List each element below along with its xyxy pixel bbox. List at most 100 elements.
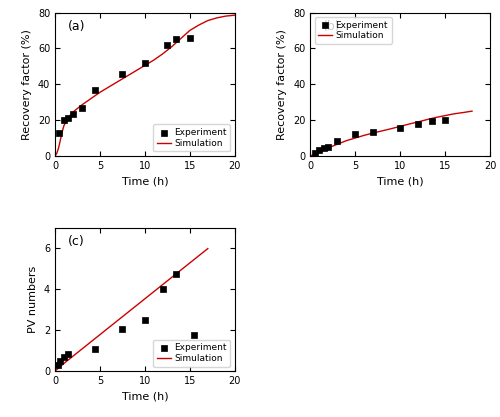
Simulation [151, 58, 157, 63]
Simulation [115, 79, 121, 84]
Experiment [414, 121, 422, 127]
Legend: Experiment, Simulation: Experiment, Simulation [315, 17, 392, 44]
Experiment [64, 350, 72, 357]
Experiment [186, 34, 194, 41]
Simulation [169, 44, 175, 49]
Simulation [334, 142, 340, 147]
Experiment [190, 332, 198, 339]
Y-axis label: Recovery factor (%): Recovery factor (%) [278, 29, 287, 140]
Simulation [379, 128, 385, 133]
Experiment [428, 118, 436, 124]
Simulation [178, 36, 184, 41]
Simulation [151, 289, 157, 294]
Simulation [142, 296, 148, 301]
Experiment [141, 59, 149, 66]
Simulation [312, 152, 318, 157]
Simulation [169, 275, 175, 280]
Legend: Experiment, Simulation: Experiment, Simulation [154, 124, 230, 151]
Simulation [187, 261, 193, 266]
Experiment [141, 317, 149, 323]
Simulation [325, 146, 331, 151]
Experiment [310, 150, 318, 157]
Simulation [97, 332, 103, 337]
Simulation [142, 63, 148, 68]
Line: Simulation: Simulation [310, 111, 472, 156]
Simulation [52, 153, 58, 158]
Experiment [351, 131, 359, 138]
Simulation [223, 14, 229, 19]
Experiment [56, 129, 64, 136]
Experiment [396, 125, 404, 131]
Experiment [92, 345, 100, 352]
Simulation [61, 123, 67, 128]
Experiment [320, 145, 328, 151]
Simulation [97, 90, 103, 95]
Simulation [307, 153, 313, 158]
Simulation [58, 137, 64, 142]
Simulation [178, 268, 184, 273]
Experiment [118, 326, 126, 332]
Simulation [124, 311, 130, 316]
Simulation [106, 325, 112, 330]
Experiment [60, 354, 68, 360]
Simulation [232, 13, 238, 18]
Simulation [115, 318, 121, 323]
Simulation [52, 369, 58, 374]
Experiment [441, 117, 449, 123]
Simulation [460, 110, 466, 115]
X-axis label: Time (h): Time (h) [122, 176, 168, 186]
Simulation [88, 339, 94, 344]
Experiment [333, 137, 341, 144]
Experiment [78, 104, 86, 111]
Experiment [54, 362, 62, 368]
Y-axis label: Recovery factor (%): Recovery factor (%) [22, 29, 32, 140]
X-axis label: Time (h): Time (h) [122, 392, 168, 402]
Simulation [214, 15, 220, 20]
Simulation [433, 115, 439, 120]
Simulation [88, 96, 94, 101]
Simulation [160, 282, 166, 287]
Experiment [60, 117, 68, 123]
Simulation [66, 115, 71, 120]
Simulation [415, 119, 421, 124]
Simulation [343, 138, 349, 143]
Line: Simulation: Simulation [55, 249, 208, 371]
Simulation [352, 136, 358, 141]
Simulation [370, 131, 376, 136]
X-axis label: Time (h): Time (h) [377, 176, 424, 186]
Experiment [324, 143, 332, 151]
Simulation [388, 126, 394, 131]
Simulation [469, 108, 475, 113]
Experiment [172, 35, 180, 42]
Simulation [70, 110, 76, 115]
Text: (b): (b) [323, 20, 340, 33]
Experiment [69, 111, 77, 117]
Simulation [316, 150, 322, 155]
Simulation [451, 111, 457, 116]
Simulation [196, 253, 202, 258]
Legend: Experiment, Simulation: Experiment, Simulation [154, 339, 230, 367]
Simulation [61, 361, 67, 366]
Experiment [315, 146, 323, 153]
Simulation [79, 347, 85, 352]
Simulation [397, 124, 403, 129]
Experiment [164, 41, 172, 48]
Simulation [56, 146, 62, 151]
Simulation [133, 304, 139, 309]
Simulation [79, 102, 85, 107]
Experiment [118, 71, 126, 78]
Simulation [361, 133, 367, 138]
Experiment [369, 128, 377, 135]
Simulation [196, 23, 202, 28]
Simulation [70, 354, 76, 359]
Simulation [205, 246, 211, 251]
Experiment [159, 286, 167, 292]
Simulation [54, 151, 60, 156]
Simulation [187, 28, 193, 33]
Simulation [124, 74, 130, 79]
Simulation [59, 129, 65, 134]
Text: (c): (c) [68, 235, 84, 248]
Simulation [442, 113, 448, 118]
Simulation [133, 68, 139, 73]
Simulation [106, 84, 112, 89]
